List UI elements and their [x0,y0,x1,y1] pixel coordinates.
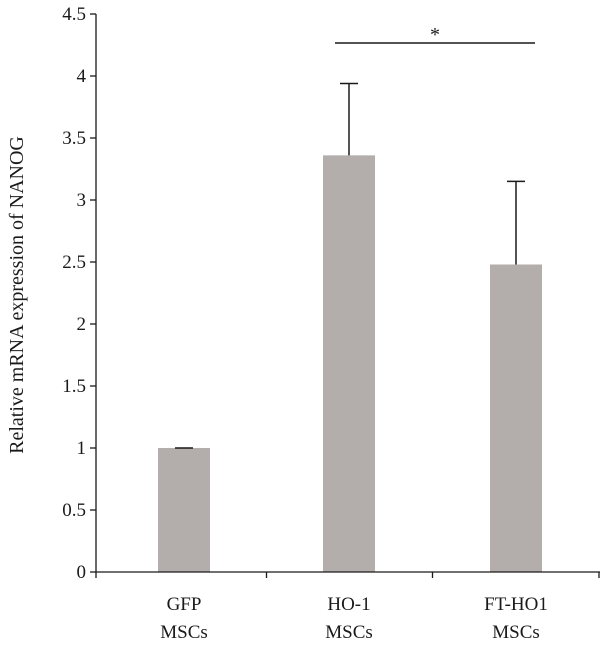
y-tick-label-9: 4.5 [62,4,86,25]
bar-1 [323,155,375,573]
y-tick-label-5: 2.5 [62,252,86,273]
significance-label: * [430,24,440,46]
plot-area: 0 0.5 1 1.5 2 2.5 3 3.5 4 4.5 GFP MSCs HO-1 MSCs FT-HO… [62,4,600,643]
x-tick-label-0-0: GFP [167,594,202,615]
y-tick-label-3: 1.5 [62,376,86,397]
x-tick-label-1-0: HO-1 [327,594,370,615]
bar-0 [158,448,210,572]
x-tick-label-2-0: FT-HO1 [484,594,548,615]
y-tick-label-1: 0.5 [62,500,86,521]
y-tick-label-6: 3 [77,190,87,211]
y-tick-label-2: 1 [77,438,87,459]
x-tick-label-1-1: MSCs [325,622,373,643]
x-tick-label-2-1: MSCs [492,622,540,643]
y-axis-title: Relative mRNA expression of NANOG [6,136,28,454]
y-tick-label-7: 3.5 [62,128,86,149]
y-tick-label-0: 0 [77,562,87,583]
bar-2 [490,264,542,572]
x-tick-label-0-1: MSCs [160,622,208,643]
y-tick-label-8: 4 [77,66,87,87]
y-tick-label-4: 2 [77,314,87,335]
